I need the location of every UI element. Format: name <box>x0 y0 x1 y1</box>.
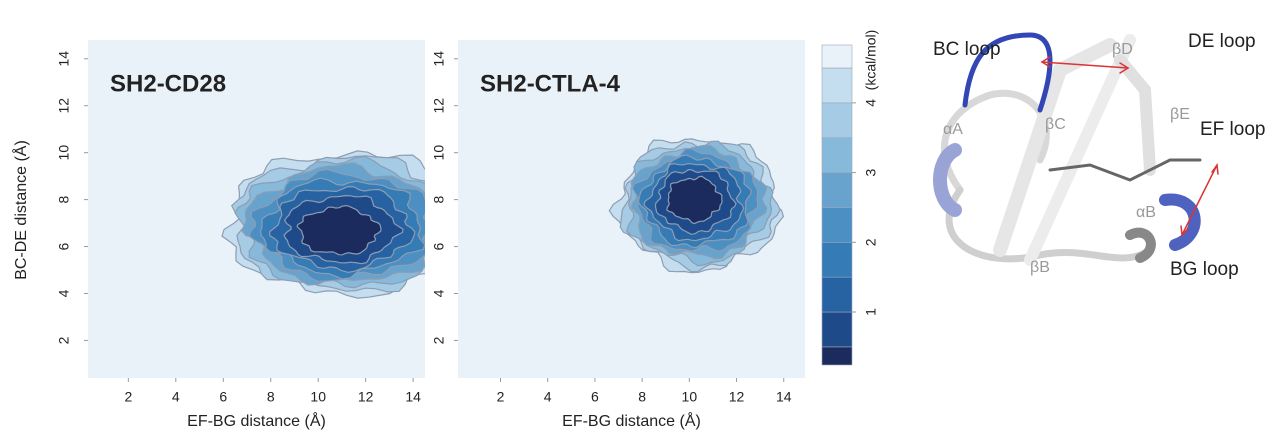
colorbar-band <box>821 346 853 366</box>
x-tick-label: 12 <box>358 389 374 405</box>
structure-label: BC loop <box>933 39 1001 60</box>
x-tick-label: 12 <box>729 389 745 405</box>
contour-level <box>296 204 382 256</box>
y-tick-label: 10 <box>431 145 447 161</box>
colorbar-tick-label: 2 <box>863 238 879 246</box>
colorbar-band <box>821 311 853 348</box>
x-tick-label: 8 <box>638 389 646 405</box>
structure-label: βB <box>1030 259 1050 276</box>
y-tick-label: 2 <box>56 336 72 344</box>
colorbar-tick-label: 1 <box>863 308 879 316</box>
structure-label: βE <box>1170 106 1190 123</box>
structure-label: BG loop <box>1170 259 1239 280</box>
x-axis-label: EF-BG distance (Å) <box>562 411 701 430</box>
structure-label: βD <box>1112 41 1133 58</box>
x-tick-label: 14 <box>776 389 792 405</box>
colorbar-band <box>821 276 853 313</box>
plot-title: SH2-CD28 <box>110 70 226 97</box>
structure-label: DE loop <box>1188 31 1256 52</box>
y-tick-label: 12 <box>431 98 447 114</box>
structure-label: αA <box>943 121 963 138</box>
colorbar-band <box>821 44 853 69</box>
y-tick-label: 14 <box>56 51 72 67</box>
y-tick-label: 6 <box>56 242 72 250</box>
x-tick-label: 4 <box>172 389 180 405</box>
y-tick-label: 8 <box>56 196 72 204</box>
y-tick-label: 4 <box>56 289 72 297</box>
structure-label: EF loop <box>1200 119 1265 140</box>
y-tick-label: 6 <box>431 242 447 250</box>
y-tick-label: 2 <box>431 336 447 344</box>
x-tick-label: 14 <box>405 389 421 405</box>
colorbar-band <box>821 137 853 173</box>
colorbar-band <box>821 172 853 208</box>
plot-title: SH2-CTLA-4 <box>480 70 621 97</box>
colorbar-band <box>821 102 853 139</box>
x-tick-label: 2 <box>124 389 132 405</box>
x-tick-label: 4 <box>544 389 552 405</box>
contours <box>608 138 785 274</box>
colorbar-band <box>821 207 853 243</box>
y-tick-label: 4 <box>431 289 447 297</box>
y-tick-label: 10 <box>56 145 72 161</box>
contours <box>221 150 425 299</box>
structure-label: αB <box>1136 204 1156 221</box>
y-tick-label: 14 <box>431 51 447 67</box>
colorbar-band <box>821 67 853 104</box>
structure-label: βC <box>1045 116 1066 133</box>
x-tick-label: 8 <box>267 389 275 405</box>
x-tick-label: 10 <box>310 389 326 405</box>
colorbar-band <box>821 241 853 278</box>
colorbar-tick-label: 4 <box>863 99 879 107</box>
y-tick-label: 8 <box>431 196 447 204</box>
y-tick-label: 12 <box>56 98 72 114</box>
colorbar-tick-label: 3 <box>863 168 879 176</box>
contour-level <box>666 175 723 225</box>
x-axis-label: EF-BG distance (Å) <box>187 411 326 430</box>
x-tick-label: 2 <box>497 389 505 405</box>
colorbar-label: (kcal/mol) <box>863 30 879 91</box>
y-axis-label: BC-DE distance (Å) <box>11 140 30 280</box>
x-tick-label: 10 <box>682 389 698 405</box>
protein-structure <box>933 32 1219 266</box>
x-tick-label: 6 <box>219 389 227 405</box>
x-tick-label: 6 <box>591 389 599 405</box>
